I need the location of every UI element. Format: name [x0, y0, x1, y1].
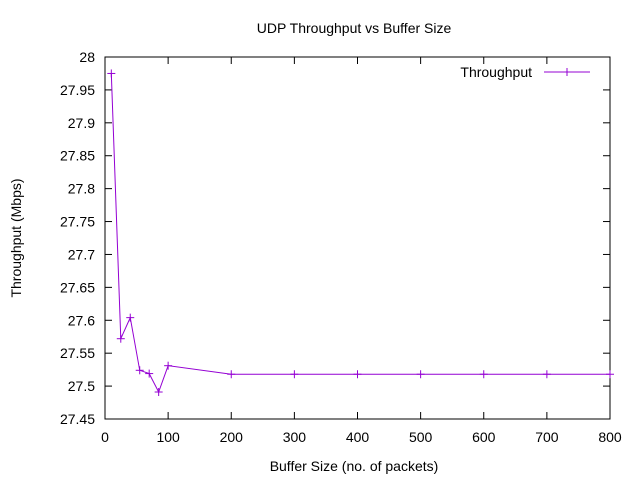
series-line	[110, 73, 610, 394]
x-tick-label: 200	[220, 429, 244, 445]
y-tick-label: 27.5	[68, 378, 95, 394]
data-point	[145, 369, 154, 378]
y-tick-label: 27.7	[68, 246, 95, 262]
x-tick-label: 800	[598, 429, 622, 445]
data-point	[606, 370, 614, 379]
x-tick-label: 400	[346, 429, 370, 445]
x-tick-label: 300	[283, 429, 307, 445]
data-point	[290, 370, 299, 379]
legend-marker	[563, 68, 571, 76]
y-tick-label: 27.65	[60, 279, 95, 295]
y-tick-label: 27.6	[68, 312, 95, 328]
plot-frame	[104, 56, 611, 420]
data-point	[126, 313, 135, 322]
x-tick-label: 600	[472, 429, 496, 445]
y-tick-label: 27.45	[60, 411, 95, 427]
x-tick-label: 700	[535, 429, 559, 445]
data-point	[154, 388, 163, 397]
y-axis-label: Throughput (Mbps)	[8, 178, 24, 297]
x-axis-label: Buffer Size (no. of packets)	[270, 458, 439, 474]
y-tick-label: 27.8	[68, 181, 95, 197]
data-point	[135, 366, 144, 375]
data-point	[164, 361, 173, 370]
y-tick-label: 27.9	[68, 115, 95, 131]
x-tick-label: 100	[156, 429, 180, 445]
x-tick-label: 500	[409, 429, 433, 445]
data-point	[542, 370, 551, 379]
chart-title: UDP Throughput vs Buffer Size	[257, 20, 452, 36]
y-tick-label: 28	[79, 49, 95, 65]
data-point	[227, 370, 236, 379]
y-axis: 27.45 27.5 27.55 27.6 27.65 27.7 27.75 27.8 27.8…	[60, 49, 610, 427]
data-point	[416, 370, 425, 379]
x-tick-label: 0	[101, 429, 109, 445]
legend-label: Throughput	[460, 64, 532, 80]
y-tick-label: 27.75	[60, 214, 95, 230]
y-tick-label: 27.55	[60, 345, 95, 361]
data-point	[107, 69, 116, 78]
data-point	[116, 334, 125, 343]
series-layer	[107, 69, 614, 397]
y-tick-label: 27.85	[60, 148, 95, 164]
data-point	[479, 370, 488, 379]
data-point	[353, 370, 362, 379]
x-axis: 0 100 200 300 400 500 600 700 800	[101, 57, 622, 445]
y-tick-label: 27.95	[60, 82, 95, 98]
legend: Throughput	[460, 64, 590, 80]
